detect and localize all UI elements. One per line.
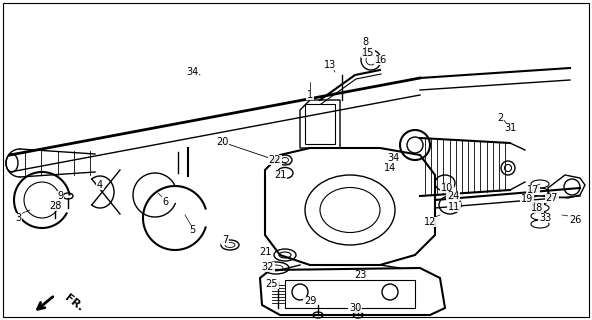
Text: 31: 31 xyxy=(504,123,516,133)
Text: 10: 10 xyxy=(441,183,453,193)
Text: 34: 34 xyxy=(387,153,399,163)
Text: 3: 3 xyxy=(15,213,21,223)
Text: 13: 13 xyxy=(324,60,336,70)
Text: 14: 14 xyxy=(384,163,396,173)
Text: 16: 16 xyxy=(375,55,387,65)
Text: 21: 21 xyxy=(274,170,286,180)
Text: FR.: FR. xyxy=(63,293,85,313)
Text: 1: 1 xyxy=(307,90,313,100)
Text: 18: 18 xyxy=(531,203,543,213)
Text: 12: 12 xyxy=(424,217,436,227)
Text: 34: 34 xyxy=(186,67,198,77)
Bar xyxy=(285,280,415,308)
Text: 15: 15 xyxy=(362,48,374,58)
Text: 25: 25 xyxy=(266,279,278,289)
Text: 33: 33 xyxy=(539,213,551,223)
Text: 9: 9 xyxy=(57,191,63,201)
Text: 8: 8 xyxy=(362,37,368,47)
Text: 5: 5 xyxy=(189,225,195,235)
Text: 21: 21 xyxy=(259,247,271,257)
Text: 20: 20 xyxy=(216,137,228,147)
Text: 19: 19 xyxy=(521,194,533,204)
Text: 6: 6 xyxy=(162,197,168,207)
Text: 28: 28 xyxy=(49,201,61,211)
Text: 29: 29 xyxy=(304,296,316,306)
Text: 17: 17 xyxy=(527,185,539,195)
Ellipse shape xyxy=(6,154,18,172)
Text: 26: 26 xyxy=(569,215,581,225)
Text: 32: 32 xyxy=(262,262,274,272)
Text: 23: 23 xyxy=(354,270,366,280)
Bar xyxy=(305,104,335,144)
Text: 24: 24 xyxy=(447,191,459,201)
Text: 2: 2 xyxy=(497,113,503,123)
Text: 7: 7 xyxy=(222,235,228,245)
Text: 11: 11 xyxy=(448,202,460,212)
Text: 27: 27 xyxy=(546,193,558,203)
Text: 4: 4 xyxy=(97,180,103,190)
Text: 30: 30 xyxy=(349,303,361,313)
Text: 22: 22 xyxy=(269,155,281,165)
